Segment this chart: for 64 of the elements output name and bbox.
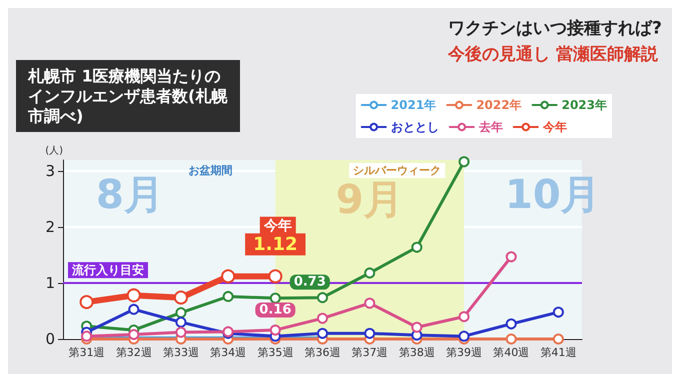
point: [126, 288, 141, 302]
x-tick-label: 第40週: [493, 346, 530, 359]
point: [506, 334, 517, 344]
y-tick-label: 1: [45, 274, 55, 292]
data-label: 1.12: [253, 234, 298, 255]
data-label: 0.73: [294, 274, 326, 290]
legend-label: 今年: [542, 120, 567, 134]
x-tick-label: 第37週: [352, 346, 388, 359]
x-tick-label: 第35週: [257, 346, 294, 359]
point: [552, 306, 564, 318]
legend-label: おととし: [390, 120, 439, 134]
point: [364, 267, 376, 278]
point: [80, 295, 94, 310]
point: [364, 328, 376, 339]
point: [270, 292, 281, 304]
data-label: 0.16: [259, 302, 292, 318]
ref-line-label: 流行入り目安: [71, 263, 144, 278]
point: [506, 251, 517, 262]
chart-title: 札幌市 1医療機関当たりのインフルエンザ患者数(札幌市調べ): [27, 66, 228, 126]
point: [458, 330, 470, 342]
annotation: お盆期間: [188, 164, 233, 177]
point: [128, 304, 140, 315]
annotation: シルバーウィーク: [353, 164, 442, 177]
point: [175, 326, 186, 338]
y-axis-title: (人): [45, 146, 64, 156]
legend-label: 2022年: [476, 98, 522, 112]
point: [506, 318, 517, 330]
x-tick-label: 第34週: [210, 346, 246, 359]
text: 今後の見通し 當瀬医師解説: [447, 44, 659, 64]
annotation: 今年: [262, 218, 292, 234]
x-tick-label: 第32週: [116, 346, 152, 359]
x-tick-label: 第39週: [446, 346, 482, 359]
legend-label: 去年: [478, 120, 503, 134]
point: [317, 312, 328, 324]
x-tick-label: 第33週: [162, 346, 199, 359]
text: ワクチンはいつ接種すれば?: [448, 18, 662, 38]
point: [364, 298, 376, 309]
point: [175, 307, 186, 318]
x-tick-label: 第41週: [540, 346, 576, 359]
point: [221, 269, 236, 284]
x-tick-label: 第31週: [68, 346, 105, 359]
point: [128, 329, 140, 340]
point: [411, 242, 422, 253]
annotation: 10月: [505, 172, 601, 218]
point: [458, 156, 470, 168]
point: [458, 311, 470, 322]
point: [268, 269, 282, 284]
point: [552, 334, 564, 344]
y-tick-label: 0: [45, 330, 55, 348]
annotation: 8月: [96, 172, 164, 218]
legend-label: 2023年: [562, 98, 608, 112]
y-tick-label: 2: [45, 218, 55, 236]
band-label: 9月: [336, 177, 404, 223]
y-tick-label: 3: [45, 162, 55, 180]
point: [270, 324, 281, 336]
point: [317, 328, 328, 339]
point: [317, 292, 328, 304]
point: [222, 290, 234, 302]
point: [174, 290, 188, 305]
point: [175, 316, 186, 328]
legend-label: 2021年: [390, 98, 436, 112]
x-tick-label: 第38週: [398, 346, 435, 359]
point: [411, 322, 422, 333]
x-tick-label: 第36週: [304, 346, 340, 359]
